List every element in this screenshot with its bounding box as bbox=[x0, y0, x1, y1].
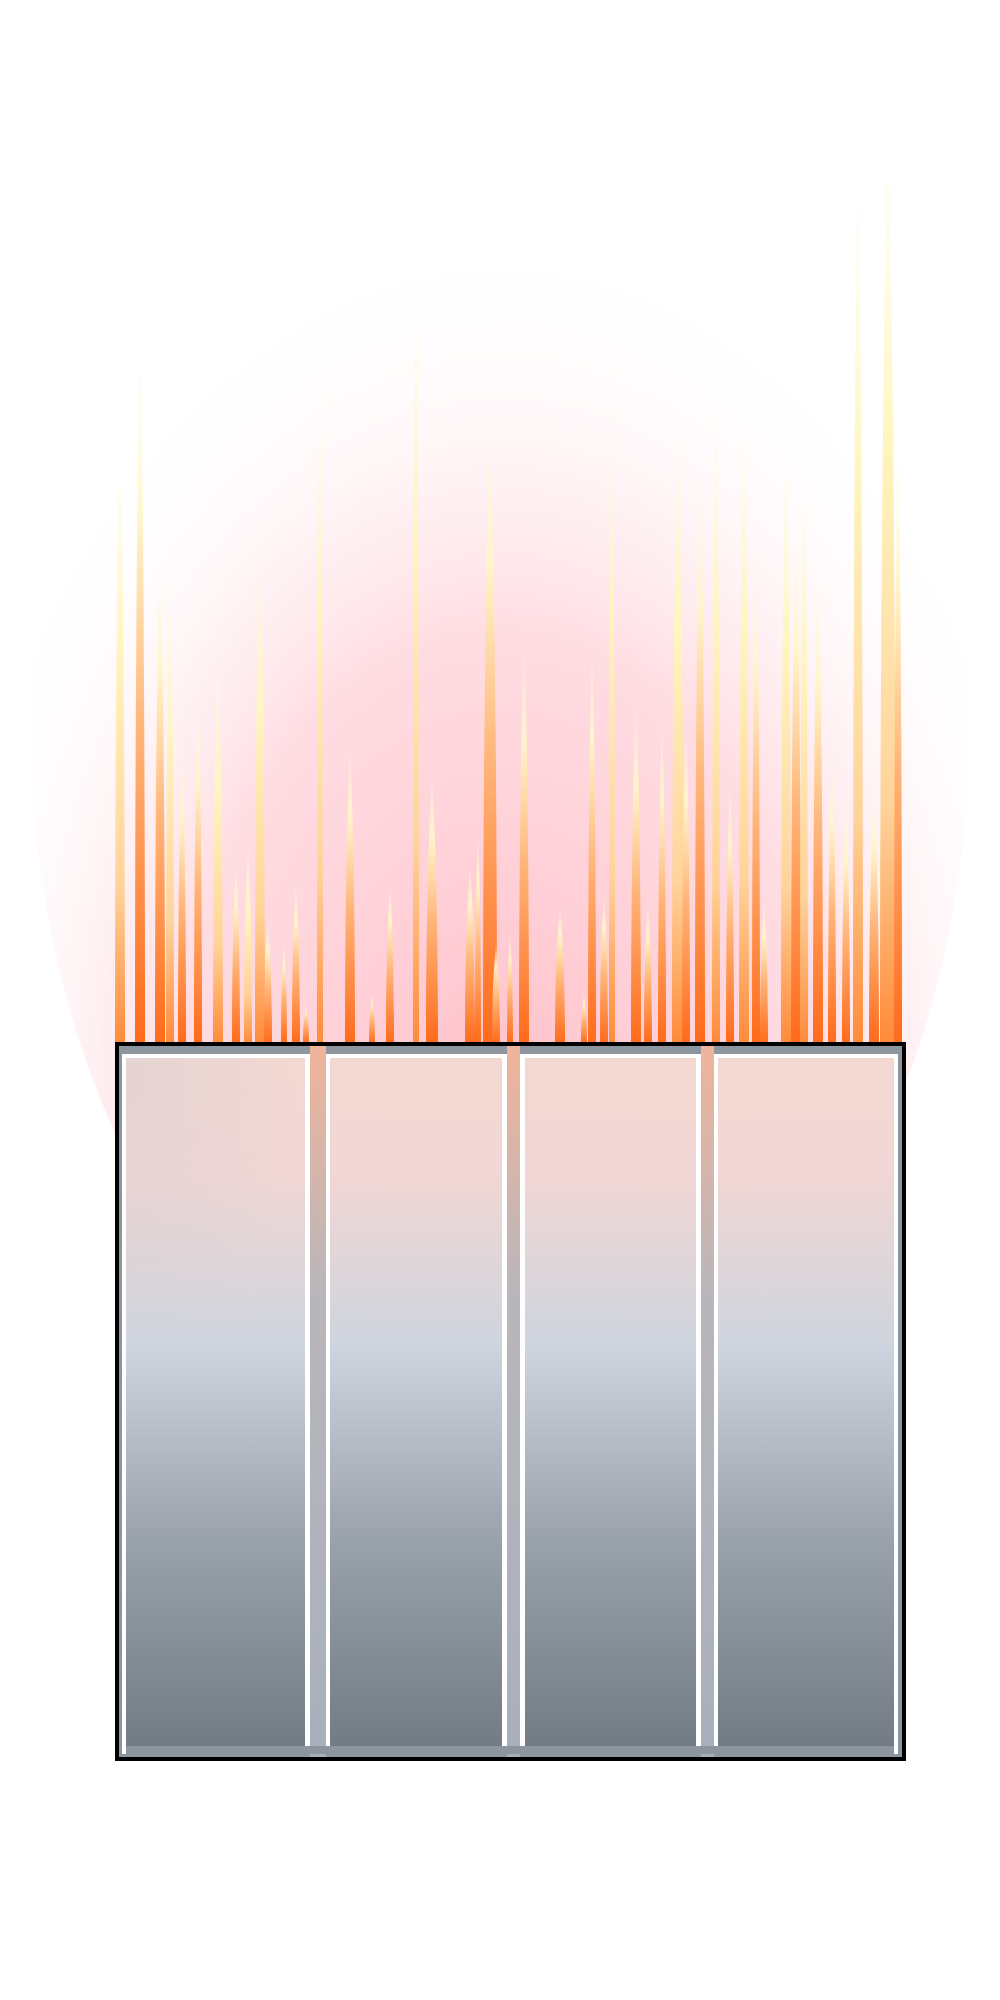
flame-spike bbox=[115, 420, 125, 1044]
flame-spike bbox=[264, 920, 272, 1044]
flame-spike bbox=[609, 380, 615, 1044]
flame-spike bbox=[281, 940, 287, 1044]
flame-spike bbox=[800, 450, 808, 1044]
flame-spike bbox=[752, 540, 760, 1044]
box-border bbox=[115, 1042, 906, 1761]
flame-spike bbox=[631, 700, 641, 1044]
flame-spike bbox=[555, 900, 565, 1044]
flame-spike bbox=[813, 560, 823, 1044]
seam-bar-3 bbox=[701, 1044, 714, 1759]
flame-spike bbox=[178, 740, 186, 1044]
flame-spike bbox=[712, 380, 720, 1044]
flame-spike bbox=[644, 900, 652, 1044]
flame-spike bbox=[507, 930, 513, 1044]
flame-spike bbox=[135, 330, 145, 1044]
flame-spike bbox=[682, 720, 690, 1044]
flame-spike bbox=[426, 770, 438, 1044]
flame-spike bbox=[465, 860, 475, 1044]
flame-spike bbox=[588, 640, 596, 1044]
flame-spike bbox=[232, 860, 240, 1044]
flame-spike bbox=[739, 400, 749, 1044]
flame-spike bbox=[600, 890, 608, 1044]
flames bbox=[115, 100, 902, 1044]
panel-2 bbox=[330, 1054, 502, 1746]
flame-spike bbox=[695, 460, 705, 1044]
flame-spike bbox=[155, 540, 165, 1044]
flame-spike bbox=[386, 880, 394, 1044]
flame-spike bbox=[369, 990, 375, 1044]
flame-spike bbox=[166, 560, 174, 1044]
flame-spike bbox=[244, 840, 252, 1044]
flame-spike bbox=[672, 400, 684, 1044]
flame-spike bbox=[726, 780, 734, 1044]
panel-4 bbox=[718, 1054, 894, 1746]
flame-spike bbox=[519, 640, 529, 1044]
flame-spike bbox=[475, 830, 481, 1044]
flame-spike bbox=[869, 780, 879, 1044]
seam-bar-1 bbox=[310, 1044, 326, 1759]
flame-spike bbox=[658, 720, 666, 1044]
flame-spike bbox=[828, 750, 836, 1044]
panel-3 bbox=[525, 1054, 696, 1746]
flame-spike bbox=[213, 650, 223, 1044]
flame-spike bbox=[194, 690, 202, 1044]
flame-spike bbox=[345, 740, 355, 1044]
flame-spike bbox=[791, 510, 801, 1044]
flame-spike bbox=[292, 880, 300, 1044]
flame-spike bbox=[303, 1000, 309, 1044]
flame-spike bbox=[492, 940, 500, 1044]
flame-spike bbox=[317, 350, 323, 1044]
seam-bar-2 bbox=[507, 1044, 520, 1759]
flame-spike bbox=[842, 800, 850, 1044]
flame-spike bbox=[853, 140, 863, 1044]
flame-spike bbox=[880, 100, 896, 1044]
flame-spike bbox=[483, 400, 497, 1044]
flame-spike bbox=[255, 520, 265, 1044]
flame-spike bbox=[760, 900, 768, 1044]
flame-spike bbox=[413, 250, 419, 1044]
flame-spike bbox=[894, 420, 902, 1044]
flame-spike bbox=[781, 420, 791, 1044]
metal-box bbox=[115, 1042, 906, 1761]
flame-spike bbox=[581, 990, 587, 1044]
